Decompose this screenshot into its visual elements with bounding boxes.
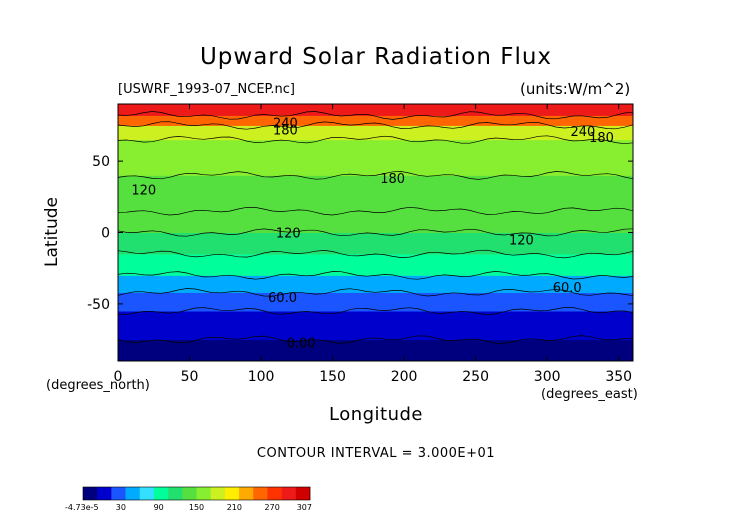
colorbar-frame [82, 486, 311, 501]
y-unit-note: (degrees_north) [46, 378, 150, 393]
colorbar-tick-label: 270 [265, 503, 280, 512]
y-tick-label: 0 [101, 226, 110, 242]
units-label: (units:W/m^2) [520, 80, 631, 98]
contour-label: 120 [276, 227, 301, 242]
colorbar-swatch [267, 487, 282, 500]
colorbar-swatch [168, 487, 183, 500]
zonal-band-1 [118, 311, 633, 341]
x-tick-label: 200 [391, 369, 418, 385]
colorbar-tick-label: 150 [189, 503, 204, 512]
colorbar-swatch [210, 487, 226, 500]
colorbar-swatch [239, 487, 254, 500]
colorbar-tick-label: 210 [227, 503, 242, 512]
x-axis-label: Longitude [328, 404, 424, 425]
colorbar-swatch [111, 487, 126, 500]
colorbar-swatch [295, 487, 311, 500]
x-tick-label: 350 [605, 369, 632, 385]
colorbar-swatch [139, 487, 155, 500]
contour-line-0 [118, 335, 633, 344]
contour-label: 60.0 [268, 291, 297, 306]
contour-line-9 [118, 121, 633, 130]
contour-line-6 [118, 206, 633, 216]
colorbar-swatch [253, 487, 268, 500]
contour-line-3 [118, 271, 633, 280]
zonal-band-8 [118, 139, 633, 176]
x-tick-label: 100 [248, 369, 275, 385]
x-tick-label: 150 [319, 369, 346, 385]
zonal-band-3 [118, 275, 633, 293]
zonal-band-11 [118, 104, 633, 116]
colorbar-swatch [182, 487, 197, 500]
contour-label: 240 [273, 117, 298, 132]
zonal-band-7 [118, 175, 633, 212]
contour-interval: CONTOUR INTERVAL = 3.000E+01 [256, 446, 496, 461]
colorbar-swatch [153, 487, 169, 500]
contour-line-1 [118, 307, 633, 315]
contour-line-5 [118, 228, 633, 237]
contour-label: 180 [589, 131, 614, 146]
colorbar-tick-label: 90 [154, 503, 164, 512]
contour-line-2 [118, 288, 633, 297]
colorbar-swatch [83, 487, 98, 500]
zonal-band-9 [118, 125, 633, 141]
colorbar-swatch [281, 487, 297, 500]
contour-line-10 [118, 111, 633, 120]
x-tick-label: 250 [462, 369, 489, 385]
x-tick-label: 50 [181, 369, 199, 385]
colorbar-tick-label: -4.73e-5 [65, 503, 99, 512]
x-tick-label: 300 [534, 369, 561, 385]
contour-line-8 [118, 135, 633, 145]
contour-label: 0.00 [287, 336, 316, 351]
colorbar-swatch [125, 487, 141, 500]
colorbar-swatch [97, 487, 112, 500]
file-label: [USWRF_1993-07_NCEP.nc] [118, 82, 295, 97]
zonal-band-4 [118, 253, 633, 276]
contour-label: 120 [509, 234, 534, 249]
zonal-band-2 [118, 292, 633, 312]
contour-label: 60.0 [553, 281, 582, 296]
y-tick-label: 50 [92, 154, 110, 170]
contour-label: 240 [571, 125, 596, 140]
contour-label: 120 [131, 184, 156, 199]
colorbar-tick-label: 307 [297, 503, 312, 512]
x-unit-note: (degrees_east) [541, 387, 638, 402]
contour-line-7 [118, 171, 633, 180]
x-tick-label: 0 [114, 369, 123, 385]
colorbar-tick-label: 30 [116, 503, 126, 512]
y-tick-label: -50 [87, 297, 110, 313]
zonal-band-5 [118, 232, 633, 255]
contour-line-4 [118, 249, 633, 259]
chart-title: Upward Solar Radiation Flux [199, 44, 553, 70]
contour-label: 180 [380, 172, 405, 187]
contour-label: 180 [273, 124, 298, 139]
zonal-band-10 [118, 115, 633, 126]
zonal-band-6 [118, 211, 633, 233]
colorbar-swatch [224, 487, 240, 500]
zonal-band-0 [118, 339, 633, 361]
colorbar-swatch [196, 487, 211, 500]
